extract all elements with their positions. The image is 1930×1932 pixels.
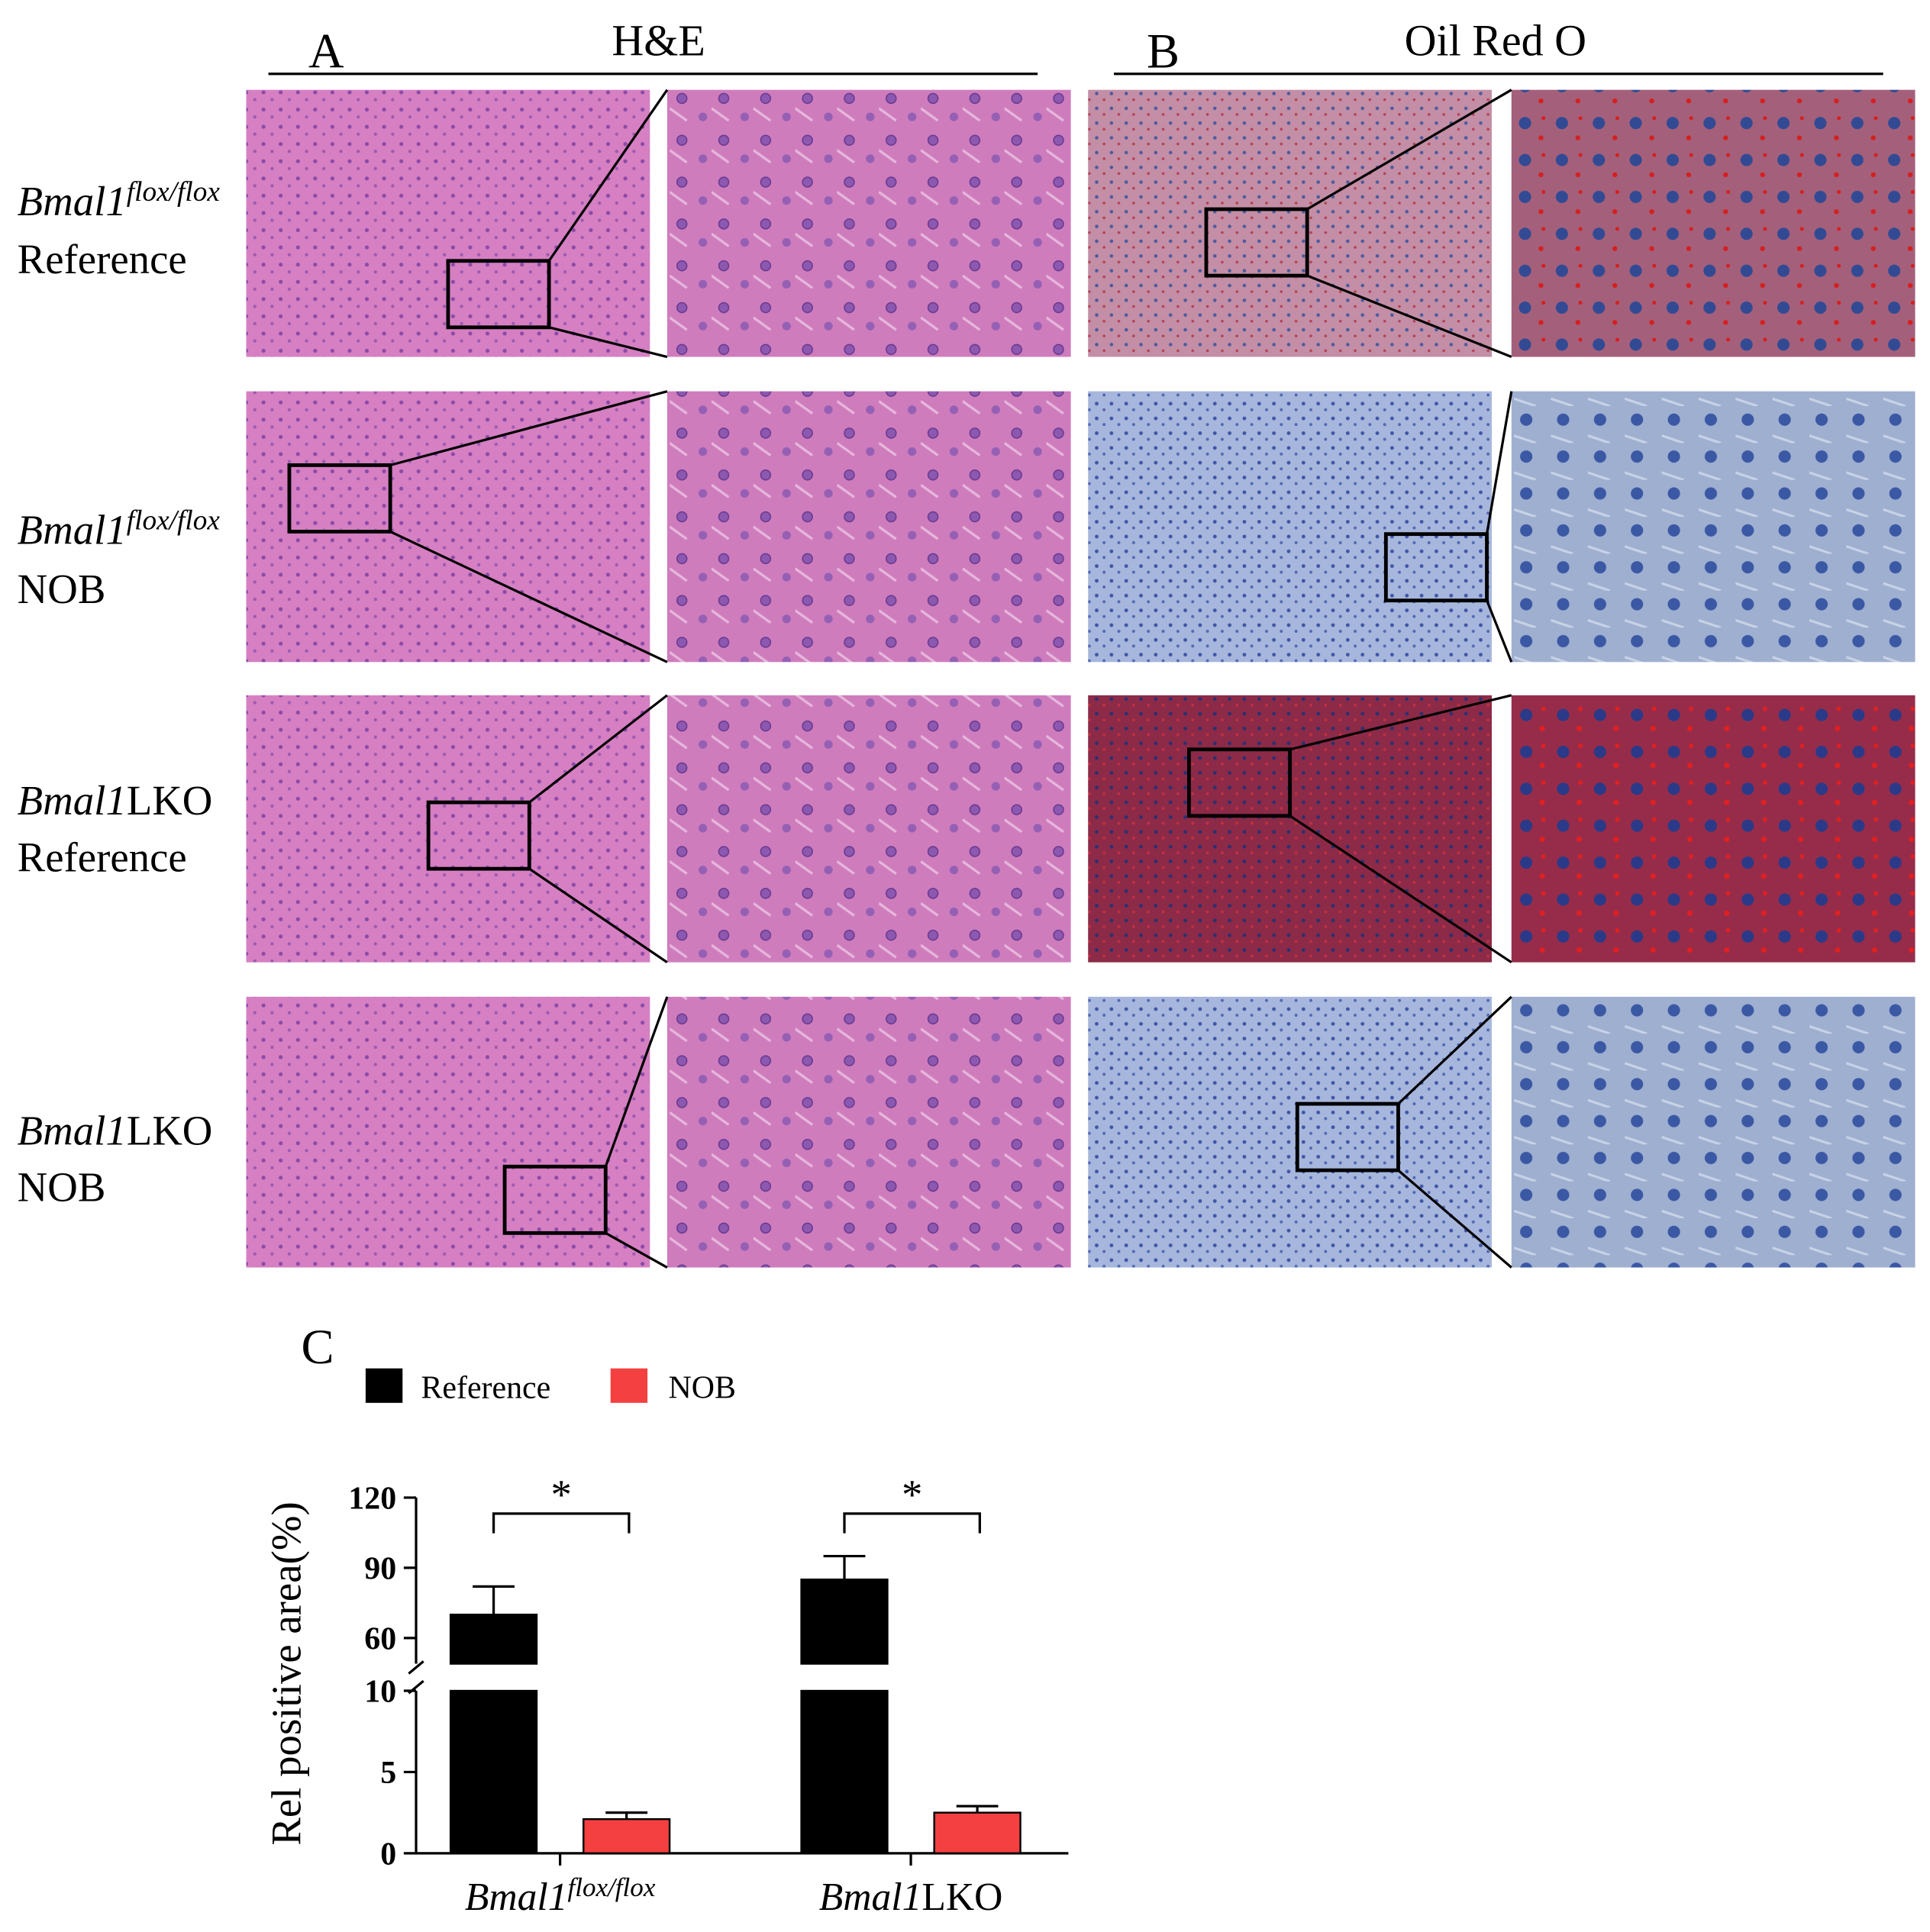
zoom-line <box>389 390 668 466</box>
micrograph <box>246 695 650 963</box>
zoom-box <box>1383 532 1489 603</box>
axis-break <box>408 1660 424 1675</box>
bar <box>449 1613 538 1665</box>
micrograph <box>1088 695 1492 963</box>
row-treatment: NOB <box>18 566 106 612</box>
zoom-line <box>548 326 668 359</box>
gene-name: Bmal1 <box>18 1107 127 1153</box>
gene-name: Bmal1 <box>465 1876 568 1919</box>
bar <box>583 1817 671 1855</box>
gene-name: Bmal1 <box>18 777 127 824</box>
bar <box>800 1689 889 1855</box>
legend-label: NOB <box>668 1370 735 1405</box>
y-tick-label: 120 <box>348 1481 396 1516</box>
zoom-box <box>446 259 551 330</box>
significance-star: * <box>551 1471 572 1518</box>
zoom-line <box>547 89 669 262</box>
row-genotype: Bmal1LKO <box>18 777 213 824</box>
gene-suffix: LKO <box>127 1107 213 1153</box>
panel-label: B <box>1147 24 1180 79</box>
significance-bracket <box>492 1512 631 1534</box>
row-genotype: Bmal1LKO <box>18 1107 213 1153</box>
panel-label: A <box>308 24 344 79</box>
row-treatment: Reference <box>18 236 187 282</box>
zoom-line <box>1306 274 1512 359</box>
bar <box>449 1689 538 1855</box>
gene-suffix: LKO <box>921 1876 1002 1919</box>
y-tick-label: 10 <box>364 1675 396 1710</box>
significance-bracket <box>843 1512 981 1534</box>
x-tick-label: Bmal1LKO <box>819 1876 1003 1919</box>
legend-swatch <box>365 1368 403 1403</box>
zoom-line <box>389 530 668 663</box>
zoom-box <box>502 1164 608 1235</box>
zoom-line <box>1289 694 1512 751</box>
legend-swatch <box>610 1368 648 1403</box>
micrograph <box>1511 695 1915 963</box>
panel-title: H&E <box>612 16 705 66</box>
row-treatment: NOB <box>18 1163 106 1210</box>
panel-label: C <box>302 1320 334 1374</box>
micrograph <box>246 996 650 1268</box>
zoom-box <box>287 463 392 534</box>
micrograph <box>1088 391 1492 663</box>
gene-name: Bmal1 <box>819 1876 922 1919</box>
zoom-line <box>1397 1169 1512 1269</box>
zoom-line <box>1289 814 1512 964</box>
y-axis-label: Rel positive area(%) <box>263 1501 309 1845</box>
gene-suffix: LKO <box>127 777 213 824</box>
zoom-box <box>1295 1101 1400 1172</box>
zoom-line <box>605 1231 668 1269</box>
zoom-line <box>1306 89 1512 211</box>
micrograph <box>1088 996 1492 1268</box>
micrograph <box>666 391 1071 663</box>
gene-name: Bmal1 <box>18 178 127 224</box>
significance-star: * <box>902 1471 922 1518</box>
micrograph <box>1511 391 1915 663</box>
micrograph <box>666 695 1071 963</box>
row-genotype: Bmal1flox/flox <box>18 176 221 224</box>
row-genotype: Bmal1flox/flox <box>18 505 221 553</box>
zoom-box <box>1204 207 1309 278</box>
gene-superscript: flox/flox <box>127 505 221 536</box>
gene-name: Bmal1 <box>18 507 127 553</box>
y-tick-label: 0 <box>380 1837 396 1872</box>
zoom-line <box>1397 995 1512 1105</box>
x-tick-label: Bmal1flox/flox <box>465 1872 656 1919</box>
micrograph <box>1088 89 1492 357</box>
micrograph <box>1511 996 1915 1268</box>
zoom-line <box>1485 391 1513 534</box>
micrograph <box>246 391 650 663</box>
zoom-line <box>604 996 669 1167</box>
zoom-line <box>1486 600 1513 663</box>
gene-superscript: flox/flox <box>568 1872 656 1902</box>
micrograph <box>666 89 1071 357</box>
y-tick-label: 90 <box>364 1551 396 1586</box>
zoom-line <box>528 694 668 804</box>
y-tick-label: 5 <box>380 1756 396 1791</box>
y-tick-label: 60 <box>364 1621 396 1656</box>
micrograph <box>666 996 1071 1268</box>
gene-superscript: flox/flox <box>127 176 221 208</box>
bar <box>933 1811 1021 1855</box>
micrograph <box>1511 89 1915 357</box>
panel-title: Oil Red O <box>1405 16 1587 66</box>
row-treatment: Reference <box>18 834 187 880</box>
legend-label: Reference <box>421 1370 550 1405</box>
zoom-box <box>1186 747 1293 818</box>
zoom-box <box>426 800 531 871</box>
bar <box>800 1579 889 1665</box>
zoom-line <box>528 867 668 963</box>
